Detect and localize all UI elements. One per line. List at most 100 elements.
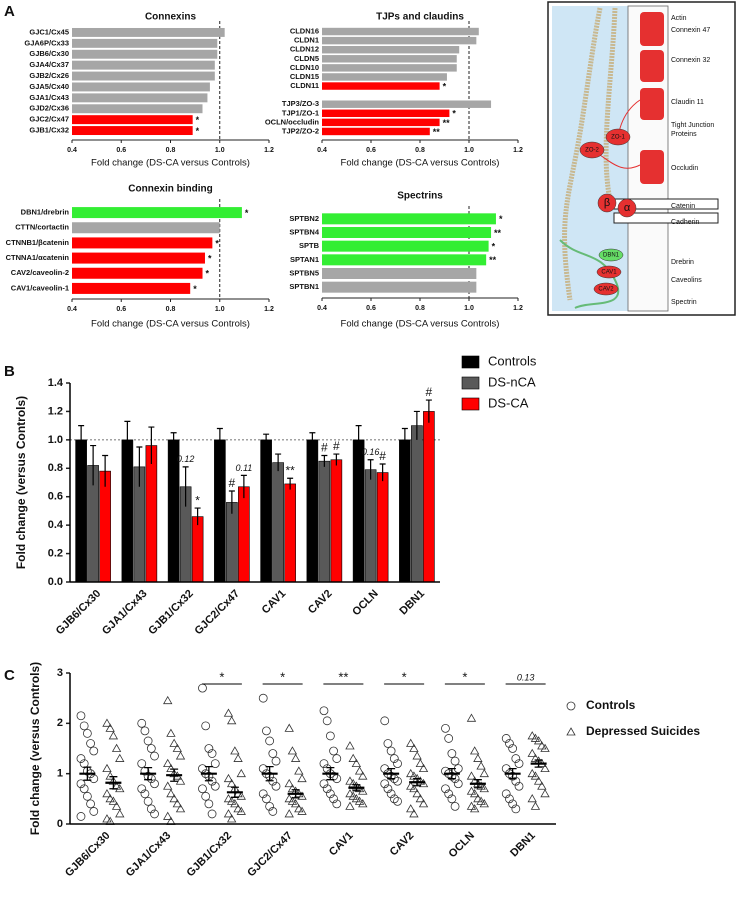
category-label: CLDN1 xyxy=(294,36,319,45)
x-axis-label: Fold change (DS-CA versus Controls) xyxy=(91,319,250,330)
error-bar xyxy=(263,433,270,446)
data-point xyxy=(236,768,246,778)
sem-bar xyxy=(204,765,213,782)
diagram-tag xyxy=(596,265,622,279)
bar xyxy=(260,439,272,583)
data-point xyxy=(469,804,480,813)
diagram-label: Tight Junction Proteins xyxy=(671,122,714,138)
data-point xyxy=(325,731,335,741)
data-point xyxy=(345,788,355,798)
cadherin xyxy=(613,212,719,224)
annotation: 0.11 xyxy=(235,463,252,473)
y-tick-label: 1.0 xyxy=(48,434,63,446)
category-label: OCLN/occludin xyxy=(265,117,320,126)
significance: ** xyxy=(494,228,502,238)
y-tick-label: 0.4 xyxy=(48,519,64,531)
data-point xyxy=(358,799,368,808)
data-point xyxy=(444,734,454,743)
data-point xyxy=(290,753,301,762)
category-label: SPTB xyxy=(299,241,320,250)
sem-bar xyxy=(473,779,482,789)
data-point xyxy=(469,788,480,798)
data-point xyxy=(406,781,416,790)
x-tick-label: 0.8 xyxy=(415,305,425,312)
data-point xyxy=(284,794,294,803)
data-point xyxy=(406,738,416,747)
significance: ** xyxy=(338,669,348,684)
sem-bar xyxy=(144,766,153,781)
y-tick-label: 1.2 xyxy=(48,405,63,417)
data-point xyxy=(271,756,281,766)
x-tick-label: GJC2/Cx47 xyxy=(192,588,242,638)
data-point xyxy=(207,749,217,758)
data-point xyxy=(82,791,92,801)
significance: * xyxy=(499,214,503,224)
category-label: CTTN/cortactin xyxy=(15,223,69,232)
diagram-tag-label: ZO-2 xyxy=(585,148,599,154)
data-point xyxy=(143,736,153,746)
data-point xyxy=(169,738,179,747)
data-point xyxy=(540,743,550,752)
bar xyxy=(322,45,460,54)
bar xyxy=(72,49,218,59)
data-point xyxy=(163,695,173,705)
category-label: GJA5/Cx40 xyxy=(29,82,69,91)
significance: * xyxy=(280,669,285,684)
bar xyxy=(423,411,435,583)
error-bar xyxy=(124,420,131,459)
data-point xyxy=(393,796,402,806)
bar xyxy=(72,93,208,103)
data-point xyxy=(530,753,541,762)
category-label: CLDN12 xyxy=(290,45,319,54)
category-label: SPTBN2 xyxy=(289,214,319,223)
x-tick-label: 0.8 xyxy=(415,147,425,154)
bar xyxy=(72,27,225,37)
data-point xyxy=(533,776,544,785)
diagram-tag-label: DBN1 xyxy=(603,253,620,259)
x-tick-label: CAV2 xyxy=(388,830,417,859)
data-point xyxy=(466,713,477,722)
data-point xyxy=(163,758,173,767)
data-point xyxy=(172,799,183,808)
x-tick-label: 1.2 xyxy=(264,147,274,154)
y-tick-label: 0.2 xyxy=(48,547,63,559)
data-point xyxy=(537,741,547,750)
chart-title: TJPs and claudins xyxy=(376,12,464,23)
sem-bar xyxy=(326,766,335,781)
data-point xyxy=(76,812,86,821)
chart-title: Connexin binding xyxy=(128,184,212,195)
sem-bar xyxy=(413,778,422,787)
category-label: TJP2/ZO-2 xyxy=(282,126,319,135)
data-point xyxy=(466,786,477,795)
category-label: SPTBN5 xyxy=(289,268,319,277)
x-tick-label: 0.4 xyxy=(317,147,327,154)
x-tick-label: OCLN xyxy=(350,588,381,619)
data-point xyxy=(476,796,486,805)
significance: * xyxy=(206,269,210,279)
error-bar xyxy=(148,426,155,465)
category-label: GJA4/Cx37 xyxy=(29,60,69,69)
data-point xyxy=(76,711,86,721)
sem-bar xyxy=(352,784,361,792)
error-bar xyxy=(413,410,420,440)
data-point xyxy=(89,746,99,756)
data-point xyxy=(530,733,541,742)
data-point xyxy=(76,754,86,763)
x-tick-label: 0.4 xyxy=(67,147,77,154)
data-point xyxy=(169,794,179,803)
legend-swatch xyxy=(461,355,480,369)
x-tick-label: 1.2 xyxy=(264,306,274,313)
bar xyxy=(322,118,440,127)
diagram-label: Cadherin xyxy=(671,219,700,226)
x-tick-label: 1.0 xyxy=(215,306,225,313)
data-point xyxy=(137,718,147,728)
data-point xyxy=(345,776,355,785)
data-point xyxy=(383,784,393,794)
x-tick-label: 0.6 xyxy=(116,306,126,313)
sem-bar xyxy=(447,767,456,780)
x-tick-label: 1.2 xyxy=(513,305,523,312)
data-point xyxy=(105,794,115,803)
diagram-tag xyxy=(579,141,605,159)
bar xyxy=(330,459,343,583)
x-tick-label: DBN1 xyxy=(397,588,427,618)
